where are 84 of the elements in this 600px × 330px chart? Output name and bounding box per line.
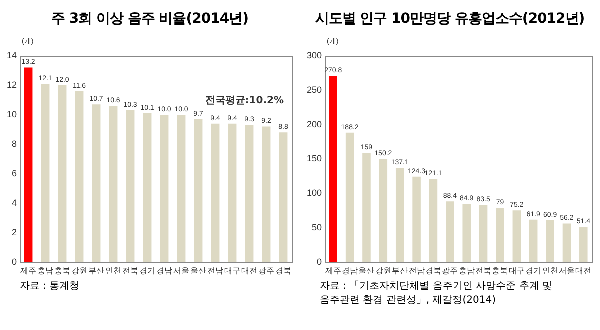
- y-tick-label: 200: [306, 119, 322, 130]
- x-tick-label: 강원: [375, 266, 392, 276]
- y-tick-label: 14: [6, 50, 18, 60]
- bar: [109, 106, 118, 262]
- y-tick-label: 0: [317, 256, 322, 267]
- x-tick-label: 부산: [88, 266, 105, 276]
- y-tick-label: 300: [306, 50, 322, 60]
- x-tick-label: 경남: [342, 266, 358, 276]
- bar: [160, 114, 169, 262]
- x-tick-label: 충남: [458, 266, 475, 276]
- bar: [496, 208, 504, 262]
- x-tick-label: 서울: [174, 266, 190, 276]
- bar: [58, 85, 67, 262]
- x-tick-label: 경남: [156, 266, 173, 276]
- bar: [512, 210, 522, 262]
- annotation: 전국평균:10.2%: [205, 96, 284, 107]
- bar: [24, 68, 33, 262]
- y-tick-label: 2: [12, 227, 18, 238]
- bar: [396, 168, 404, 262]
- bar: [143, 113, 152, 262]
- bar: [379, 159, 388, 262]
- x-tick-label: 광주: [442, 266, 458, 276]
- bar: [92, 104, 101, 262]
- x-tick-label: 경기: [526, 266, 542, 276]
- x-tick-label: 제주: [20, 266, 37, 276]
- x-tick-label: 부산: [392, 266, 408, 276]
- x-tick-label: 경기: [140, 266, 156, 276]
- x-tick-label: 울산: [358, 266, 375, 276]
- bar: [580, 227, 588, 262]
- x-tick-label: 대구: [508, 266, 525, 276]
- x-tick-label: 전북: [122, 266, 139, 276]
- bar: [211, 124, 220, 262]
- bar: [194, 119, 203, 262]
- chart-title: 주 3회 이상 음주 비율(2014년): [50, 10, 250, 29]
- x-tick-label: 대전: [576, 266, 592, 276]
- bar: [529, 220, 538, 262]
- x-tick-label: 전남: [408, 266, 425, 276]
- x-tick-label: 충북: [492, 266, 508, 276]
- x-tick-label: 인천: [542, 266, 558, 276]
- bar: [346, 132, 354, 262]
- x-tick-label: 충남: [38, 266, 54, 276]
- bar: [41, 84, 50, 262]
- bar: [245, 125, 254, 262]
- y-tick-label: 250: [306, 84, 322, 95]
- chart-title: 시도별 인구 10만명당 유흥업소수(2012년): [314, 10, 586, 29]
- y-tick-label: 4: [12, 198, 18, 208]
- x-tick-label: 제주: [325, 266, 342, 276]
- bar: [546, 220, 554, 262]
- x-tick-label: 강원: [72, 266, 88, 276]
- y-tick-label: 150: [306, 154, 322, 164]
- bar: [429, 179, 438, 262]
- y-tick-label: 6: [12, 168, 18, 178]
- bar: [279, 132, 288, 262]
- x-tick-label: 충북: [54, 266, 71, 276]
- x-tick-label: 대구: [224, 266, 240, 276]
- bar: [446, 202, 454, 262]
- y-tick-label: 100: [306, 188, 322, 198]
- x-tick-label: 경북: [276, 266, 292, 276]
- text: 자료 : 통계청: [20, 280, 81, 294]
- x-tick-label: 인천: [106, 266, 122, 276]
- bar: [75, 91, 84, 262]
- x-tick-label: 광주: [258, 266, 274, 276]
- x-tick-label: 전북: [476, 266, 492, 276]
- bar: [479, 204, 488, 262]
- bar: [177, 114, 186, 262]
- y-tick-label: 10: [6, 109, 18, 120]
- y-tick-label: 0: [12, 256, 18, 267]
- x-tick-label: 경북: [425, 266, 442, 276]
- bar: [228, 124, 237, 262]
- x-tick-label: 전남: [208, 266, 224, 276]
- bar: [462, 204, 471, 262]
- bar: [126, 110, 135, 262]
- y-tick-label: 50: [312, 222, 322, 232]
- bar: [562, 224, 572, 262]
- x-tick-label: 대전: [242, 266, 258, 276]
- bar: [412, 176, 421, 262]
- bar: [362, 153, 371, 262]
- x-tick-label: 울산: [190, 266, 207, 276]
- y-tick-label: 12: [6, 80, 18, 90]
- text: 자료 : 「기초자치단체별 음주기인 사망수준 추계 및 음주관련 환경 관련성」, 제갈정(2014): [320, 280, 554, 308]
- bar: [329, 76, 338, 262]
- bar: [262, 126, 271, 262]
- y-tick-label: 8: [12, 138, 18, 149]
- x-tick-label: 서울: [558, 266, 575, 276]
